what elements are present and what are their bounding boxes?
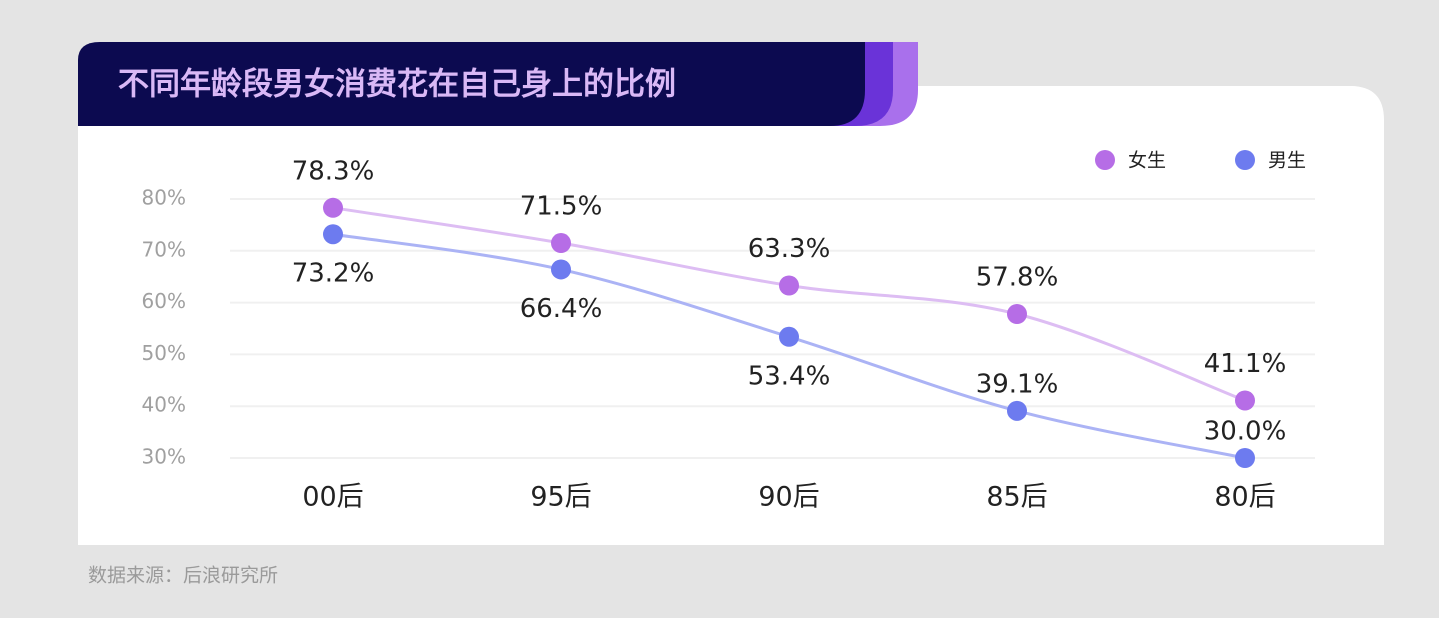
x-tick-label: 00后 [302, 482, 363, 513]
value-label: 66.4% [520, 294, 603, 324]
x-tick-label: 85后 [986, 482, 1047, 513]
data-point [1235, 390, 1255, 411]
data-point [1235, 448, 1255, 468]
banner-stripe [840, 42, 918, 126]
value-label: 71.5% [520, 192, 603, 222]
data-point [1007, 303, 1027, 324]
legend-label: 女生 [1128, 150, 1166, 172]
value-label: 53.4% [748, 361, 831, 391]
card [78, 86, 1384, 545]
y-tick-label: 70% [142, 237, 186, 261]
chart-title: 不同年龄段男女消费花在自己身上的比例 [118, 67, 676, 103]
value-label: 73.2% [292, 259, 375, 289]
data-point [551, 259, 571, 280]
source-note: 数据来源：后浪研究所 [88, 565, 278, 587]
legend-marker [1235, 150, 1255, 170]
y-tick-label: 50% [142, 341, 186, 365]
x-tick-label: 95后 [530, 482, 591, 513]
y-tick-label: 40% [142, 393, 186, 417]
value-label: 39.1% [976, 369, 1059, 399]
data-point [551, 233, 571, 254]
y-tick-label: 80% [142, 186, 186, 210]
data-point [323, 224, 343, 245]
x-tick-label: 90后 [758, 482, 819, 513]
banner-stripe [820, 42, 893, 126]
y-tick-label: 60% [142, 289, 186, 313]
legend-marker [1095, 150, 1115, 170]
data-point [779, 275, 799, 296]
value-label: 63.3% [748, 234, 831, 264]
data-point [779, 326, 799, 347]
value-label: 57.8% [976, 262, 1059, 292]
value-label: 78.3% [292, 156, 375, 186]
value-label: 30.0% [1204, 417, 1287, 447]
x-tick-label: 80后 [1214, 482, 1275, 513]
data-point [323, 197, 343, 218]
title-banner [78, 42, 865, 126]
value-label: 41.1% [1204, 349, 1287, 379]
legend-label: 男生 [1268, 150, 1306, 172]
data-point [1007, 400, 1027, 421]
y-tick-label: 30% [142, 445, 186, 469]
